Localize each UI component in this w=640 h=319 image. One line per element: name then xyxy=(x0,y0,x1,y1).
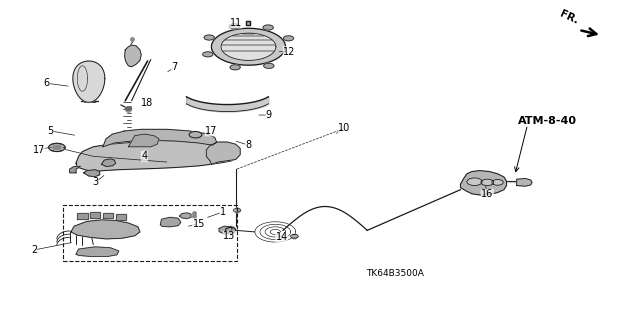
Polygon shape xyxy=(84,170,100,177)
Bar xyxy=(63,205,237,261)
Text: 10: 10 xyxy=(338,123,350,133)
Circle shape xyxy=(53,145,61,149)
Polygon shape xyxy=(77,213,88,219)
Polygon shape xyxy=(516,179,532,186)
Text: 12: 12 xyxy=(283,47,296,56)
Polygon shape xyxy=(221,33,276,60)
Polygon shape xyxy=(71,220,140,239)
Circle shape xyxy=(230,65,240,70)
Text: 5: 5 xyxy=(47,126,54,136)
Text: 15: 15 xyxy=(193,219,205,229)
Polygon shape xyxy=(219,226,232,234)
Circle shape xyxy=(125,107,132,110)
Text: 7: 7 xyxy=(172,63,177,72)
Polygon shape xyxy=(76,247,119,256)
Polygon shape xyxy=(179,213,191,219)
Text: 18: 18 xyxy=(141,98,154,108)
Circle shape xyxy=(481,179,493,186)
Circle shape xyxy=(204,35,214,40)
Text: TK64B3500A: TK64B3500A xyxy=(367,269,424,278)
Circle shape xyxy=(467,178,482,186)
Circle shape xyxy=(189,131,202,138)
Polygon shape xyxy=(76,140,240,172)
Text: 6: 6 xyxy=(44,78,50,88)
Text: 9: 9 xyxy=(266,110,272,120)
Circle shape xyxy=(263,25,273,30)
Circle shape xyxy=(492,180,503,185)
Text: 1: 1 xyxy=(220,207,226,217)
Text: 17: 17 xyxy=(33,145,45,155)
Text: 16: 16 xyxy=(481,189,493,199)
Text: FR.: FR. xyxy=(558,9,580,26)
Polygon shape xyxy=(102,159,116,167)
Text: 3: 3 xyxy=(92,177,99,187)
Circle shape xyxy=(284,36,294,41)
Circle shape xyxy=(203,52,213,57)
Polygon shape xyxy=(206,142,240,164)
Text: 11: 11 xyxy=(230,18,242,28)
Text: 2: 2 xyxy=(31,245,37,255)
Circle shape xyxy=(49,143,65,152)
Text: 17: 17 xyxy=(205,126,218,136)
Polygon shape xyxy=(70,167,81,173)
Polygon shape xyxy=(73,61,105,102)
Polygon shape xyxy=(461,171,506,195)
Text: 8: 8 xyxy=(245,140,252,150)
Circle shape xyxy=(264,63,274,68)
Circle shape xyxy=(229,24,239,29)
Polygon shape xyxy=(103,129,216,147)
Polygon shape xyxy=(90,212,100,218)
Text: 14: 14 xyxy=(276,232,288,242)
Polygon shape xyxy=(125,45,141,67)
Polygon shape xyxy=(161,217,180,227)
Polygon shape xyxy=(103,212,113,218)
Text: 4: 4 xyxy=(141,151,147,161)
Polygon shape xyxy=(211,28,285,65)
Polygon shape xyxy=(129,134,159,147)
Text: ATM-8-40: ATM-8-40 xyxy=(518,116,577,126)
Polygon shape xyxy=(116,214,126,220)
Text: 13: 13 xyxy=(223,231,236,241)
